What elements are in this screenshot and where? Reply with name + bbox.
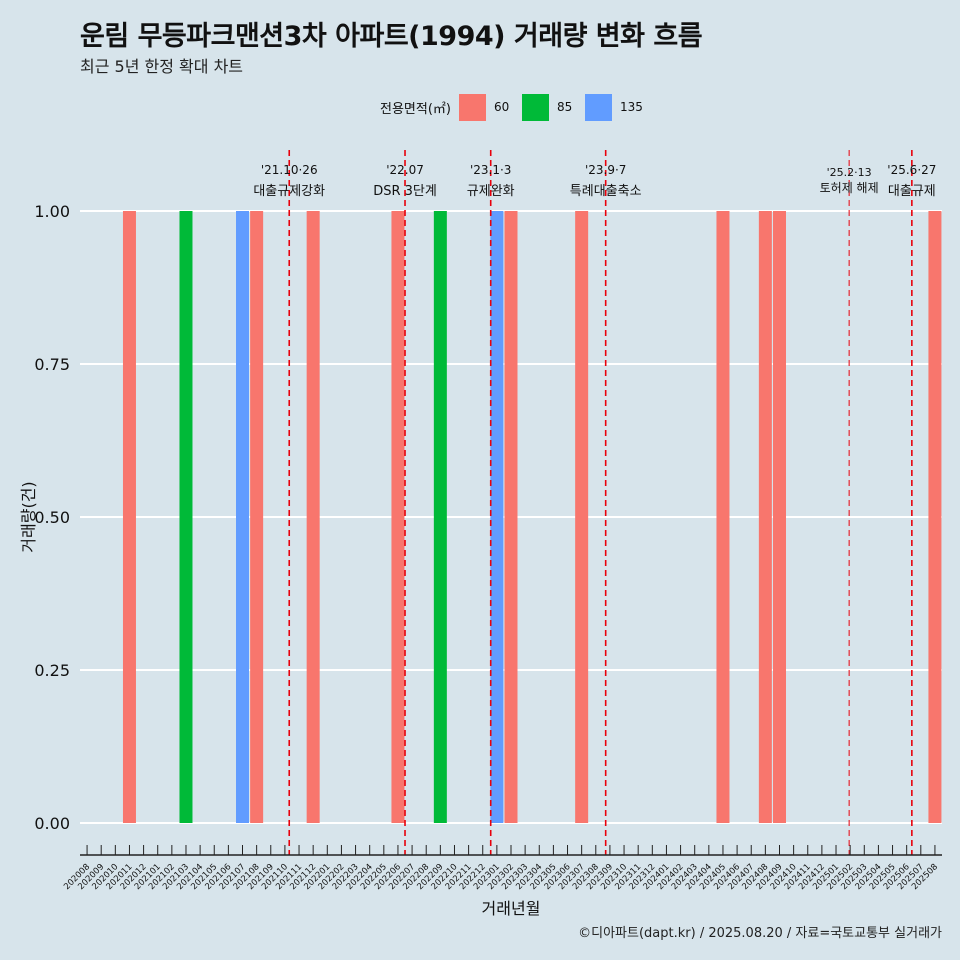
bar-layer — [122, 211, 942, 823]
event-name-label: DSR 3단계 — [373, 184, 437, 199]
bar-60-202302 — [504, 211, 518, 823]
bar-60-202108 — [250, 211, 264, 823]
event-line-layer: '21.10·26 대출규제강화 '22.07 DSR 3단계 '23.1·3 규제완화 '… — [253, 150, 936, 855]
bar-60-202408 — [758, 211, 772, 823]
bar-135-202301 — [490, 211, 504, 823]
y-tick-label: 1.00 — [34, 202, 70, 221]
x-axis-title: 거래년월 — [482, 899, 541, 918]
legend-swatch-60 — [458, 93, 486, 121]
event-date-label: '22.07 — [386, 163, 424, 177]
chart-title: 운림 무등파크맨션3차 아파트(1994) 거래량 변화 흐름 — [80, 21, 703, 52]
legend-item-85: 85 — [521, 93, 579, 121]
y-tick-label: 0.00 — [34, 814, 70, 833]
bar-60-202405 — [716, 211, 730, 823]
event-name-label: 규제완화 — [467, 184, 515, 199]
legend-label-135: 135 — [619, 100, 643, 114]
y-axis-title: 거래량(건) — [19, 481, 38, 552]
event-date-label: '21.10·26 — [261, 163, 318, 177]
legend-item-135: 135 — [584, 93, 643, 121]
y-tick-label: 0.75 — [34, 355, 70, 374]
y-tick-label: 0.25 — [34, 661, 70, 680]
bar-85-202209 — [433, 211, 447, 823]
bar-60-202011 — [122, 211, 136, 823]
event-date-label: '23.9·7 — [585, 163, 626, 177]
bar-85-202103 — [179, 211, 193, 823]
bar-60-202206 — [391, 211, 405, 823]
bar-60-202508 — [928, 211, 942, 823]
event-date-label: '23.1·3 — [470, 163, 511, 177]
legend-label-85: 85 — [556, 100, 573, 114]
source-caption: ©디아파트(dapt.kr) / 2025.08.20 / 자료=국토교통부 실… — [578, 926, 942, 941]
bar-60-202409 — [772, 211, 786, 823]
event-name-label: 토허제 해제 — [820, 181, 879, 195]
axis-layer: 0.000.250.500.751.0020200820200920201020… — [19, 202, 942, 918]
event-date-label: '25.2·13 — [827, 166, 872, 179]
y-tick-label: 0.50 — [34, 508, 70, 527]
legend-label-60: 60 — [493, 100, 510, 114]
chart-subtitle: 최근 5년 한정 확대 차트 — [80, 57, 244, 76]
legend-swatch-135 — [584, 93, 612, 121]
bar-60-202112 — [306, 211, 320, 823]
legend-swatch-85 — [521, 93, 549, 121]
bar-135-202107 — [236, 211, 250, 823]
bar-60-202307 — [575, 211, 589, 823]
legend: 전용면적(㎡) 60 85 135 — [380, 93, 649, 121]
event-date-label: '25.6·27 — [887, 163, 936, 177]
event-name-label: 특례대출축소 — [570, 184, 642, 199]
legend-title: 전용면적(㎡) — [380, 101, 451, 117]
event-name-label: 대출규제강화 — [253, 184, 325, 199]
legend-item-60: 60 — [458, 93, 516, 121]
event-name-label: 대출규제 — [888, 184, 936, 199]
